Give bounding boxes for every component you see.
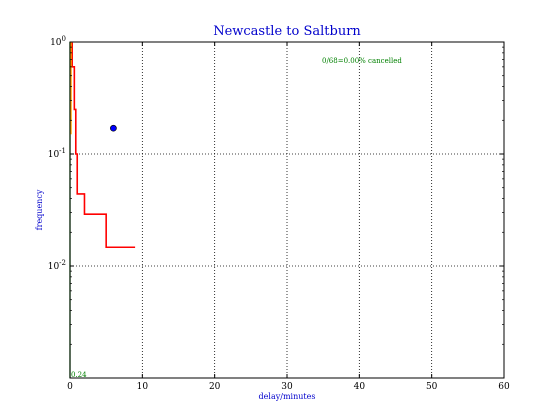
- y-tick-label: 100: [50, 35, 66, 48]
- chart-title: Newcastle to Saltburn: [213, 24, 361, 39]
- x-axis-label: delay/minutes: [259, 392, 316, 401]
- y-axis-label: frequency: [35, 189, 44, 230]
- series-line: [70, 42, 136, 249]
- grid: [70, 42, 504, 378]
- cancelled-annotation: 0/68=0.00% cancelled: [322, 57, 402, 65]
- tick-marks: [69, 41, 505, 378]
- x-tick-label: 40: [354, 382, 366, 392]
- x-tick-label: 30: [281, 382, 293, 392]
- y-tick-label: 10-2: [48, 259, 66, 272]
- x-tick-label: 60: [498, 382, 510, 392]
- tick-labels: 0 10 20 30 40 50 60 100 10-1 10-2: [48, 35, 510, 392]
- x-tick-label: 20: [209, 382, 221, 392]
- x-tick-label: 10: [137, 382, 149, 392]
- bottom-annotation: 0.24: [71, 371, 87, 379]
- data-point: [110, 124, 117, 132]
- x-tick-label: 0: [67, 382, 73, 392]
- x-tick-label: 50: [426, 382, 438, 392]
- y-tick-label: 10-1: [48, 147, 66, 160]
